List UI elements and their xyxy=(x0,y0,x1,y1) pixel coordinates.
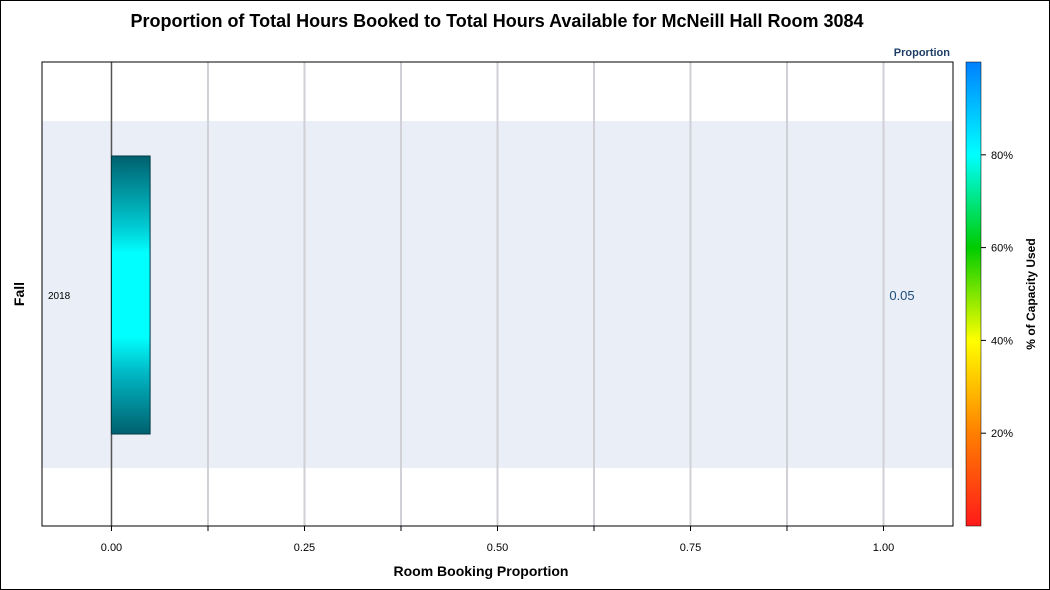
legend-tick-label: 60% xyxy=(991,243,1013,255)
legend-tick-label: 40% xyxy=(991,335,1013,347)
legend-gradient-bar xyxy=(965,61,982,527)
data-label-2018: 0.05 xyxy=(889,288,914,303)
x-tick-label: 1.00 xyxy=(873,542,894,554)
legend-tick-label: 80% xyxy=(991,150,1013,162)
plot-area: 0.00 0.25 0.50 0.75 1.00 2018 0.05 xyxy=(41,61,954,554)
y-axis-label: Fall xyxy=(11,282,27,306)
x-tick-label: 0.25 xyxy=(294,542,315,554)
bar-2018 xyxy=(110,155,151,435)
x-axis-ticks xyxy=(110,526,885,531)
x-tick-label: 0.50 xyxy=(487,542,508,554)
legend-tick-label: 20% xyxy=(991,428,1013,440)
color-legend: Proportion 20% 40% 60% 80% % of Capacity Us… xyxy=(894,47,1038,527)
x-tick-label: 0.00 xyxy=(101,542,122,554)
legend-ticks: 20% 40% 60% 80% xyxy=(981,150,1013,440)
legend-title: Proportion xyxy=(894,47,950,59)
category-label-2018: 2018 xyxy=(48,291,71,302)
chart-title: Proportion of Total Hours Booked to Tota… xyxy=(130,11,863,31)
x-tick-label: 0.75 xyxy=(680,542,701,554)
x-axis-tick-labels: 0.00 0.25 0.50 0.75 1.00 xyxy=(101,542,894,554)
legend-axis-label: % of Capacity Used xyxy=(1024,238,1038,349)
x-axis-label: Room Booking Proportion xyxy=(394,563,569,579)
gridlines xyxy=(206,62,885,526)
